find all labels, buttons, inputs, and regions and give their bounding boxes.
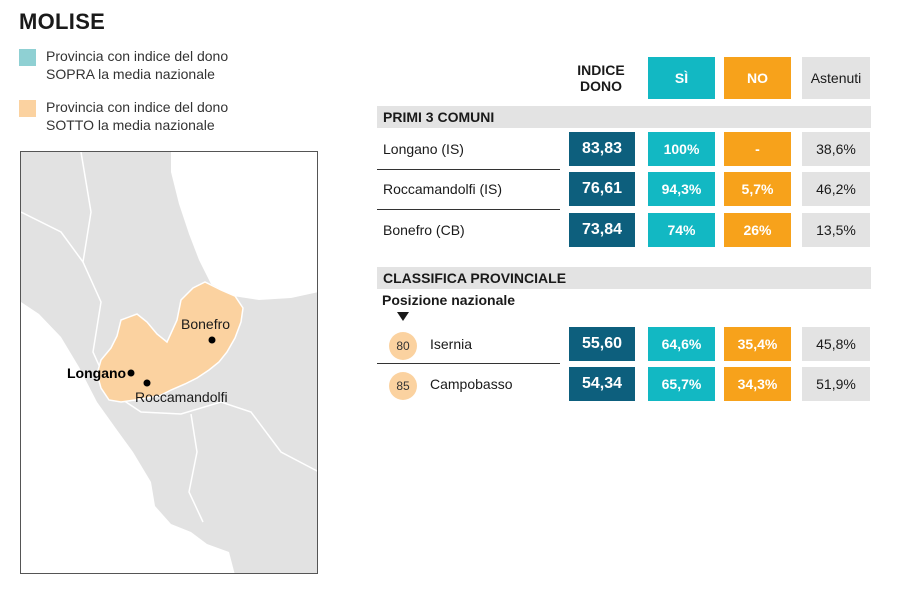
region-boundary xyxy=(188,413,204,523)
comune-no: - xyxy=(724,132,791,166)
provincia-no: 34,3% xyxy=(724,367,791,401)
section-classifica-provinciale: CLASSIFICA PROVINCIALE xyxy=(377,267,871,289)
comune-no: 26% xyxy=(724,213,791,247)
provincia-si: 64,6% xyxy=(648,327,715,361)
roccamandolfi-marker xyxy=(143,379,151,387)
row-divider xyxy=(377,209,560,210)
sea-adriatic xyxy=(171,152,317,300)
longano-label: Longano xyxy=(67,365,126,381)
legend-line: Provincia con indice del dono xyxy=(46,99,229,115)
legend-text-sotto: Provincia con indice del dono SOTTO la m… xyxy=(46,98,306,134)
posizione-nazionale-label: Posizione nazionale xyxy=(382,292,516,308)
provincia-indice: 54,34 xyxy=(569,367,635,401)
provincia-indice: 55,60 xyxy=(569,327,635,361)
region-boundary xyxy=(21,211,84,263)
provincia-no: 35,4% xyxy=(724,327,791,361)
comune-no: 5,7% xyxy=(724,172,791,206)
molise-map: Longano Roccamandolfi Bonefro xyxy=(20,151,318,574)
comune-name: Bonefro (CB) xyxy=(383,222,465,238)
comune-si: 94,3% xyxy=(648,172,715,206)
provincia-astenuti: 45,8% xyxy=(802,327,870,361)
legend-swatch-sopra xyxy=(19,49,36,66)
provincia-si: 65,7% xyxy=(648,367,715,401)
legend-line: SOTTO la media nazionale xyxy=(46,117,215,133)
rank-badge: 85 xyxy=(389,372,417,400)
map-svg: Longano Roccamandolfi Bonefro xyxy=(21,152,317,573)
provincia-name: Campobasso xyxy=(430,376,513,392)
row-divider xyxy=(377,363,560,364)
header-si: SÌ xyxy=(648,57,715,99)
legend-text-sopra: Provincia con indice del dono SOPRA la m… xyxy=(46,47,306,83)
comune-name: Roccamandolfi (IS) xyxy=(383,181,503,197)
rank-badge: 80 xyxy=(389,332,417,360)
header-indice-line2: DONO xyxy=(579,78,622,94)
legend-line: SOPRA la media nazionale xyxy=(46,66,215,82)
header-no: NO xyxy=(724,57,791,99)
comune-astenuti: 46,2% xyxy=(802,172,870,206)
bonefro-label: Bonefro xyxy=(181,316,230,332)
comune-indice: 73,84 xyxy=(569,213,635,247)
roccamandolfi-label: Roccamandolfi xyxy=(135,389,228,405)
bonefro-marker xyxy=(208,336,216,344)
row-divider xyxy=(377,169,560,170)
provincia-astenuti: 51,9% xyxy=(802,367,870,401)
legend-line: Provincia con indice del dono xyxy=(46,48,229,64)
comune-astenuti: 13,5% xyxy=(802,213,870,247)
provincia-name: Isernia xyxy=(430,336,473,352)
section-primi-3-comuni: PRIMI 3 COMUNI xyxy=(377,106,871,128)
header-indice-line1: INDICE xyxy=(577,62,625,78)
legend-swatch-sotto xyxy=(19,100,36,117)
comune-si: 74% xyxy=(648,213,715,247)
comune-si: 100% xyxy=(648,132,715,166)
comune-astenuti: 38,6% xyxy=(802,132,870,166)
down-arrow-icon xyxy=(397,312,409,321)
comune-name: Longano (IS) xyxy=(383,141,464,157)
longano-marker xyxy=(127,369,135,377)
sea-tyrrhenian xyxy=(21,302,235,573)
comune-indice: 76,61 xyxy=(569,172,635,206)
page-title: MOLISE xyxy=(19,9,106,34)
molise-region xyxy=(96,281,244,403)
header-indice-dono: INDICE DONO xyxy=(567,57,635,99)
header-astenuti: Astenuti xyxy=(802,57,870,99)
comune-indice: 83,83 xyxy=(569,132,635,166)
